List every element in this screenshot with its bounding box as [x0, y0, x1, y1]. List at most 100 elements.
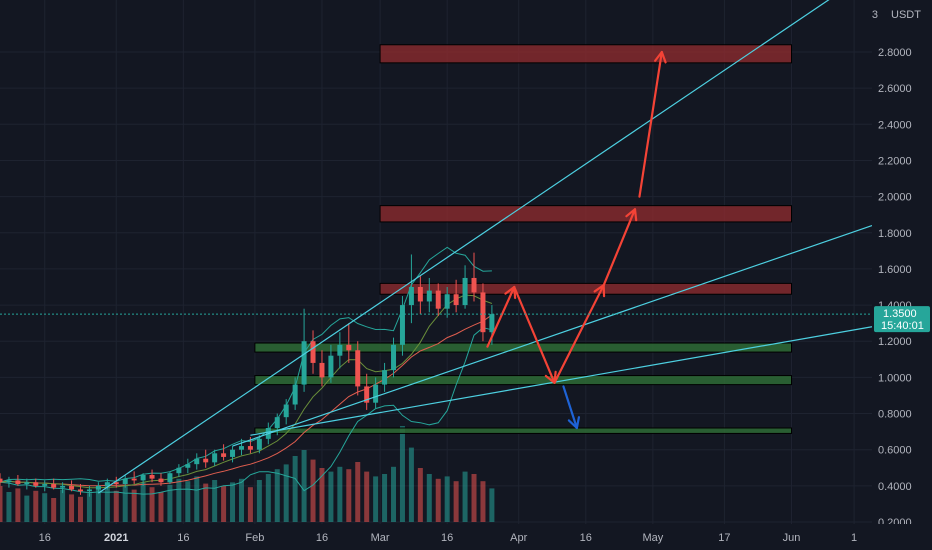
bollinger-lower: [0, 327, 493, 495]
volume-bar: [256, 480, 262, 522]
volume-bar: [212, 480, 218, 522]
candle-body: [346, 344, 352, 351]
volume-bar: [203, 483, 209, 522]
price-tick-label: 2.2000: [878, 155, 912, 167]
time-axis[interactable]: 16 2021 16 Feb 16 Mar 16 Apr 16 May 17 Jun 1: [0, 524, 932, 550]
volume-bar: [346, 469, 352, 522]
candle-body: [399, 305, 405, 345]
candle-body: [176, 467, 182, 474]
volume-bar: [77, 496, 83, 522]
resistance-zone: [379, 282, 793, 295]
candle-body: [167, 473, 173, 483]
candle-body: [471, 277, 477, 293]
volume-bar: [337, 466, 343, 522]
trendlines[interactable]: [98, 0, 873, 494]
volume-bar: [399, 426, 405, 522]
candle-body: [247, 446, 253, 450]
candle-body: [158, 478, 164, 483]
forecast-arrowhead: [654, 50, 667, 64]
candle-body: [230, 449, 236, 457]
volume-bar: [373, 476, 379, 522]
candle-body: [212, 453, 218, 463]
volume-bar: [122, 486, 128, 522]
candle-countdown: 15:40:01: [881, 320, 924, 332]
volume-bar: [391, 466, 397, 522]
candle-body: [33, 482, 39, 486]
forecast-down-segment: [562, 385, 578, 430]
forecast-up-segment: [486, 285, 516, 348]
price-axis[interactable]: 3 USDT 2.8000 2.6000 2.4000 2.2000 2.0000 1.8…: [872, 0, 932, 529]
volume-bar: [382, 474, 388, 522]
candle-body: [185, 464, 191, 468]
candle-body: [122, 478, 128, 485]
time-tick-label: 16: [316, 532, 328, 544]
candle-body: [435, 290, 441, 309]
forecast-up-segment: [638, 50, 663, 198]
candle-body: [337, 344, 343, 356]
candle-body: [453, 294, 459, 306]
candle-body: [238, 446, 244, 450]
volume-bar: [480, 481, 486, 522]
volume-bar: [42, 493, 48, 522]
support-zone: [254, 375, 793, 386]
price-tick-label: 2.4000: [878, 119, 912, 131]
price-tick-label: 1.8000: [878, 228, 912, 240]
volume-bar: [283, 464, 289, 522]
moving-average-green: [0, 294, 493, 489]
candle-body: [355, 350, 361, 387]
volume-bar: [0, 486, 3, 522]
forecast-up-segment: [553, 284, 605, 384]
volume-bar: [230, 482, 236, 522]
time-tick-label: 16: [39, 532, 51, 544]
support-zone: [254, 342, 793, 353]
support-zone: [254, 427, 793, 434]
volume-bar: [453, 481, 459, 522]
volume-bar: [408, 447, 414, 522]
volume-bar: [86, 493, 92, 522]
volume-bar: [417, 468, 423, 522]
time-tick-label: Feb: [245, 532, 264, 544]
candle-body: [0, 478, 3, 483]
candlesticks: [0, 252, 495, 497]
price-tick-label: 0.8000: [878, 409, 912, 421]
volume-bar: [33, 490, 39, 522]
volume-bar: [95, 488, 101, 522]
candle-body: [292, 384, 298, 405]
time-axis-background: [0, 524, 932, 550]
volume-bar: [274, 469, 280, 522]
candle-body: [283, 404, 289, 418]
volume-bar: [328, 471, 334, 522]
candle-body: [408, 287, 414, 306]
time-tick-label: 17: [718, 532, 730, 544]
volume-bar: [131, 489, 137, 522]
price-axis-top-tick: 3: [872, 9, 878, 21]
forecast-down-arrowhead: [567, 416, 581, 430]
candle-body: [426, 290, 432, 302]
candle-body: [274, 417, 280, 428]
candle-body: [221, 453, 227, 457]
candle-body: [69, 485, 75, 490]
candle-body: [444, 294, 450, 309]
volume-bars: [0, 426, 495, 522]
volume-bar: [462, 471, 468, 522]
candle-body: [104, 482, 110, 486]
time-tick-label: 16: [441, 532, 453, 544]
price-tick-label: 1.2000: [878, 336, 912, 348]
resistance-zone: [379, 44, 793, 64]
candle-body: [86, 489, 92, 492]
volume-bar: [104, 483, 110, 522]
candle-body: [480, 292, 486, 333]
forecast-up-segment: [513, 285, 556, 384]
volume-bar: [158, 492, 164, 522]
zone-rectangles[interactable]: [254, 44, 793, 434]
candle-body: [51, 484, 57, 488]
volume-bar: [149, 487, 155, 522]
candle-body: [462, 277, 468, 306]
volume-bar: [221, 486, 227, 522]
forecast-arrows[interactable]: [486, 50, 667, 430]
volume-bar: [176, 478, 182, 522]
volume-bar: [69, 494, 75, 522]
volume-bar: [24, 495, 30, 522]
